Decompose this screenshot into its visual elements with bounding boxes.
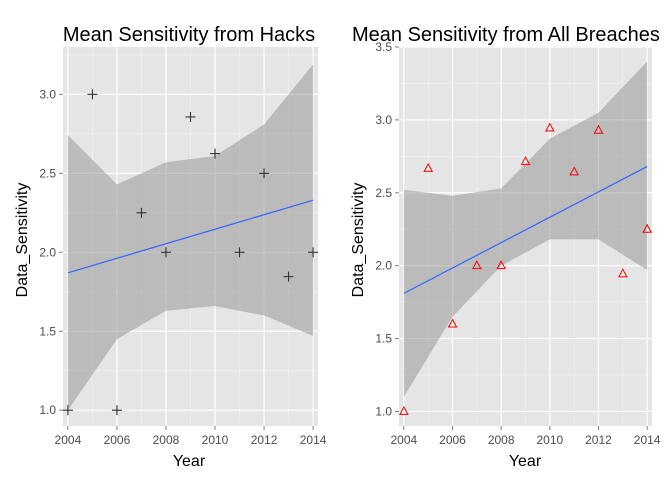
y-tick-label: 3.5 bbox=[375, 40, 392, 54]
data-point-triangle bbox=[399, 405, 409, 415]
x-axis-title: Year bbox=[173, 453, 206, 470]
data-point-triangle bbox=[544, 122, 555, 132]
data-point-plus bbox=[136, 207, 147, 218]
x-tick-label: 2006 bbox=[439, 433, 466, 447]
x-tick-labels: 2004 2006 2008 2010 2012 2014 bbox=[55, 426, 327, 447]
data-points bbox=[62, 89, 319, 416]
data-point-plus bbox=[160, 247, 171, 258]
x-tick-label: 2014 bbox=[300, 433, 327, 447]
x-axis-title: Year bbox=[509, 453, 542, 470]
trend-line bbox=[67, 199, 314, 274]
data-point-triangle bbox=[593, 124, 604, 134]
all-breaches-chart: Mean Sensitivity from All Breaches 2004 2… bbox=[350, 24, 661, 470]
y-tick-label: 1.5 bbox=[375, 332, 392, 346]
data-point-triangle bbox=[496, 260, 507, 270]
x-tick-labels: 2004 2006 2008 2010 2012 2014 bbox=[391, 426, 661, 447]
data-points bbox=[399, 122, 652, 415]
y-tick-labels: 1.0 1.5 2.0 2.5 3.0 bbox=[39, 87, 63, 417]
data-point-triangle bbox=[423, 162, 434, 172]
y-tick-label: 2.0 bbox=[375, 259, 392, 273]
confidence-band bbox=[403, 61, 648, 397]
y-tick-label: 2.5 bbox=[375, 186, 392, 200]
data-point-plus bbox=[87, 89, 98, 100]
x-tick-label: 2008 bbox=[153, 433, 180, 447]
data-point-triangle bbox=[472, 260, 482, 270]
data-point-plus bbox=[62, 405, 73, 416]
data-point-plus bbox=[234, 247, 245, 258]
trend-line bbox=[403, 165, 648, 294]
y-tick-label: 1.0 bbox=[39, 403, 56, 417]
y-tick-label: 1.5 bbox=[39, 324, 56, 338]
y-tick-label: 2.5 bbox=[39, 166, 56, 180]
x-tick-label: 2010 bbox=[536, 433, 563, 447]
data-point-plus bbox=[210, 148, 221, 159]
x-tick-label: 2004 bbox=[391, 433, 418, 447]
y-tick-label: 1.0 bbox=[375, 404, 392, 418]
x-tick-label: 2004 bbox=[55, 433, 82, 447]
y-tick-label: 2.0 bbox=[39, 245, 56, 259]
x-tick-label: 2014 bbox=[634, 433, 661, 447]
y-tick-label: 3.0 bbox=[375, 113, 392, 127]
data-point-triangle bbox=[569, 166, 579, 176]
x-tick-label: 2010 bbox=[202, 433, 229, 447]
data-point-triangle bbox=[447, 318, 458, 328]
confidence-band bbox=[67, 64, 314, 411]
x-tick-label: 2006 bbox=[104, 433, 131, 447]
y-axis-title: Data_Sensitivity bbox=[350, 183, 367, 298]
hacks-chart: Mean Sensitivity from Hacks 2004 2006 2008… bbox=[14, 24, 327, 470]
data-point-plus bbox=[259, 168, 270, 179]
y-tick-labels: 1.0 1.5 2.0 2.5 3.0 3.5 bbox=[375, 40, 399, 418]
chart-title: Mean Sensitivity from All Breaches bbox=[352, 24, 660, 46]
data-point-plus bbox=[283, 271, 294, 282]
data-point-triangle bbox=[642, 223, 652, 233]
data-point-triangle bbox=[520, 156, 531, 166]
x-tick-label: 2008 bbox=[488, 433, 515, 447]
y-tick-label: 3.0 bbox=[39, 87, 56, 101]
data-point-triangle bbox=[617, 268, 628, 278]
x-tick-label: 2012 bbox=[585, 433, 612, 447]
chart-title: Mean Sensitivity from Hacks bbox=[63, 24, 315, 46]
data-point-plus bbox=[308, 247, 319, 258]
data-point-plus bbox=[185, 111, 196, 122]
data-point-plus bbox=[111, 405, 122, 416]
y-axis-title: Data_Sensitivity bbox=[14, 183, 31, 298]
x-tick-label: 2012 bbox=[251, 433, 278, 447]
